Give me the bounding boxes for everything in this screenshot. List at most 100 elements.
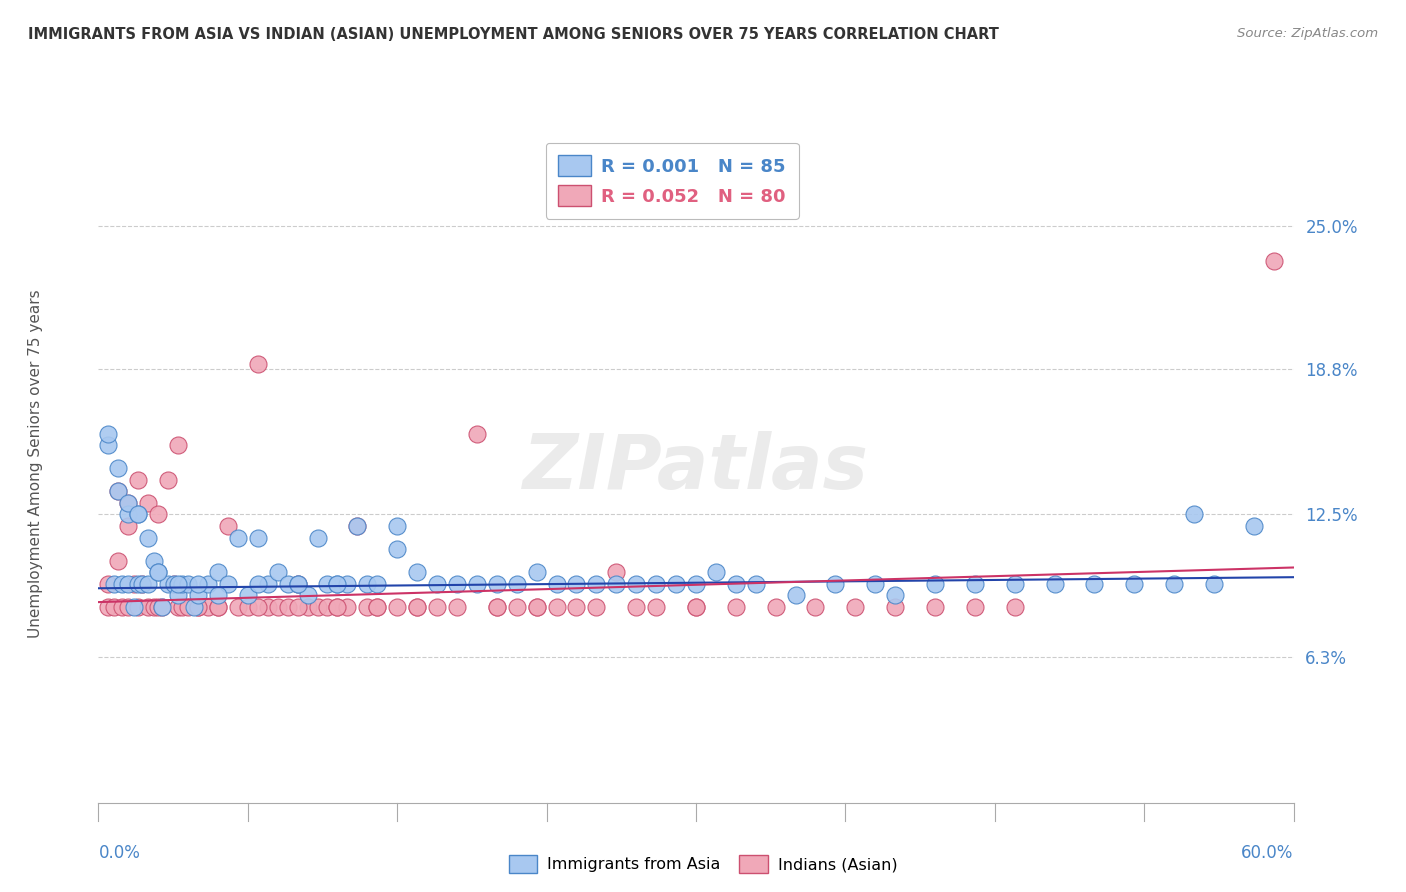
Point: [127, 599, 149, 614]
Point: [107, 553, 129, 567]
Point: [1202, 576, 1225, 591]
Point: [565, 576, 588, 591]
Point: [143, 553, 166, 567]
Point: [97, 438, 120, 452]
Point: [765, 599, 787, 614]
Point: [183, 599, 205, 614]
Point: [385, 542, 409, 557]
Point: [163, 576, 186, 591]
Point: [117, 519, 139, 533]
Point: [236, 588, 259, 602]
Point: [172, 599, 194, 614]
Point: [426, 576, 449, 591]
Point: [385, 519, 409, 533]
Point: [148, 508, 170, 522]
Point: [256, 599, 278, 614]
Point: [236, 599, 259, 614]
Point: [585, 576, 607, 591]
Point: [1182, 508, 1205, 522]
Point: [117, 496, 139, 510]
Point: [207, 599, 229, 614]
Point: [356, 576, 378, 591]
Point: [197, 576, 219, 591]
Point: [1263, 253, 1285, 268]
Point: [685, 576, 707, 591]
Point: [307, 599, 329, 614]
Point: [546, 576, 568, 591]
Point: [246, 531, 269, 545]
Point: [685, 599, 707, 614]
Point: [226, 599, 249, 614]
Point: [526, 565, 548, 579]
Point: [605, 576, 627, 591]
Point: [366, 599, 388, 614]
Point: [103, 599, 125, 614]
Point: [785, 588, 807, 602]
Point: [685, 599, 707, 614]
Point: [1083, 576, 1105, 591]
Point: [226, 531, 249, 545]
Point: [884, 599, 907, 614]
Point: [246, 576, 269, 591]
Point: [924, 576, 946, 591]
Point: [136, 576, 159, 591]
Point: [150, 599, 173, 614]
Point: [177, 599, 200, 614]
Point: [346, 519, 368, 533]
Point: [526, 599, 548, 614]
Point: [1163, 576, 1185, 591]
Point: [103, 576, 125, 591]
Point: [246, 358, 269, 372]
Point: [127, 473, 149, 487]
Point: [506, 576, 529, 591]
Point: [326, 576, 349, 591]
Point: [111, 599, 134, 614]
Point: [97, 576, 120, 591]
Point: [485, 599, 508, 614]
Point: [724, 599, 747, 614]
Point: [824, 576, 846, 591]
Point: [485, 576, 508, 591]
Point: [924, 599, 946, 614]
Point: [884, 588, 907, 602]
Point: [157, 576, 180, 591]
Point: [526, 599, 548, 614]
Point: [406, 599, 429, 614]
Text: 60.0%: 60.0%: [1241, 845, 1294, 863]
Point: [366, 576, 388, 591]
Point: [297, 588, 319, 602]
Point: [645, 576, 668, 591]
Point: [963, 576, 986, 591]
Point: [297, 599, 319, 614]
Point: [172, 576, 194, 591]
Point: [124, 599, 146, 614]
Point: [1243, 519, 1265, 533]
Point: [406, 565, 429, 579]
Point: [207, 565, 229, 579]
Point: [131, 576, 153, 591]
Point: [485, 599, 508, 614]
Point: [1123, 576, 1146, 591]
Point: [1043, 576, 1066, 591]
Point: [207, 588, 229, 602]
Point: [804, 599, 827, 614]
Point: [246, 599, 269, 614]
Point: [136, 496, 159, 510]
Point: [117, 599, 139, 614]
Point: [217, 576, 239, 591]
Point: [127, 508, 149, 522]
Point: [124, 576, 146, 591]
Point: [287, 599, 309, 614]
Point: [148, 565, 170, 579]
Point: [546, 599, 568, 614]
Point: [177, 576, 200, 591]
Point: [645, 599, 668, 614]
Point: [565, 599, 588, 614]
Point: [207, 599, 229, 614]
Point: [316, 599, 339, 614]
Point: [217, 519, 239, 533]
Point: [465, 426, 488, 441]
Point: [167, 576, 190, 591]
Text: Source: ZipAtlas.com: Source: ZipAtlas.com: [1237, 27, 1378, 40]
Point: [127, 508, 149, 522]
